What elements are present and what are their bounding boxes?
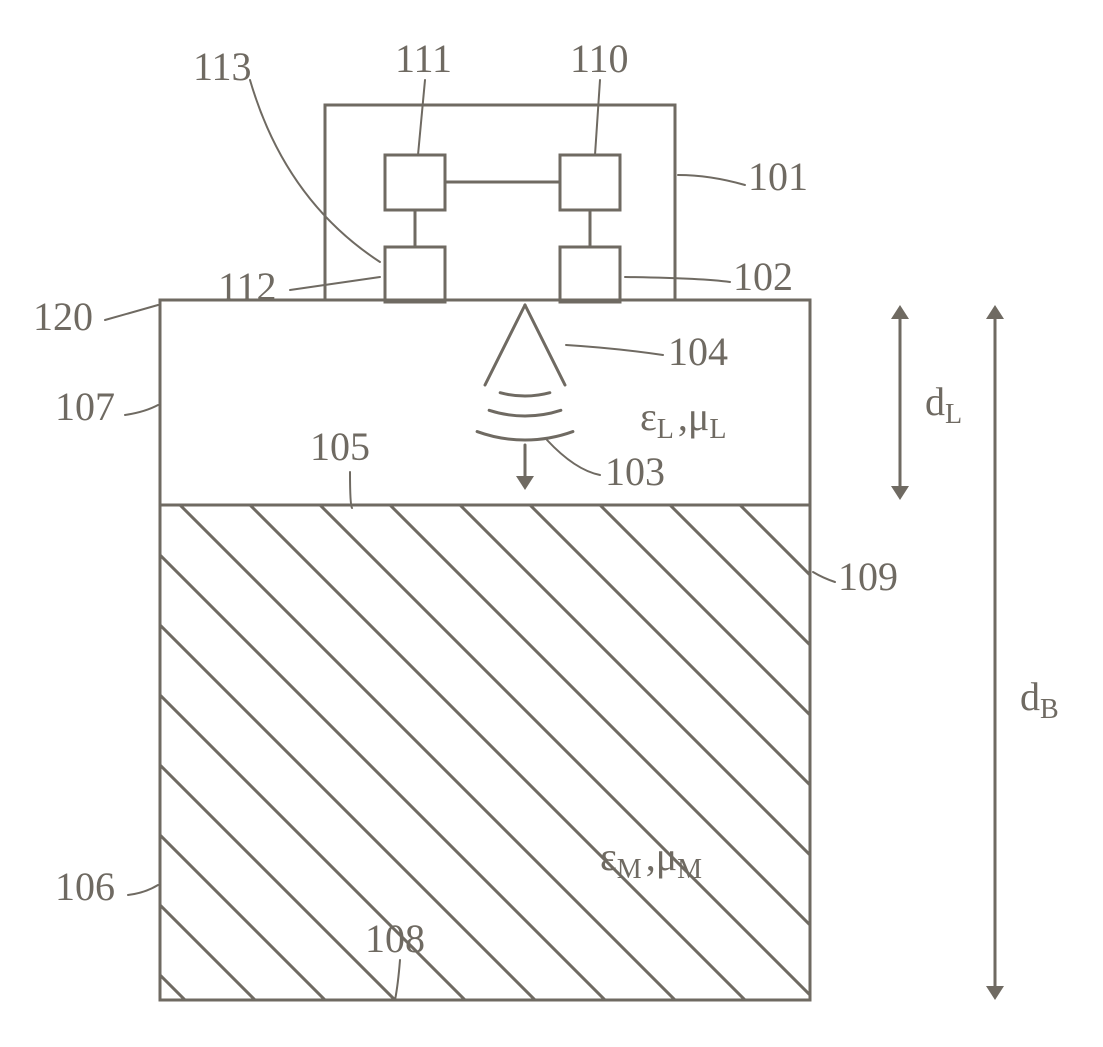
eps-mu-top: εL,μL: [640, 394, 726, 445]
label-l113: 113: [193, 44, 252, 89]
inner-block-b113: [385, 247, 445, 302]
dim-dL: dL: [925, 379, 962, 430]
leader-l105: [350, 472, 352, 508]
inner-block-b102: [560, 247, 620, 302]
leader-l110: [595, 80, 600, 155]
leader-l101: [678, 175, 745, 185]
inner-block-b110: [560, 155, 620, 210]
label-l101: 101: [748, 154, 808, 199]
leader-l103: [547, 440, 600, 475]
label-l109: 109: [838, 554, 898, 599]
svg-text:εL,μL: εL,μL: [640, 394, 726, 445]
label-l103: 103: [605, 449, 665, 494]
label-l107: 107: [55, 384, 115, 429]
label-l111: 111: [395, 36, 452, 81]
wave-arc-1: [489, 410, 561, 416]
leader-l107: [125, 405, 158, 415]
leader-l109: [813, 572, 835, 582]
svg-text:εM,μM: εM,μM: [600, 834, 702, 885]
leader-l111: [418, 80, 425, 155]
label-l105: 105: [310, 424, 370, 469]
antenna-left: [485, 305, 525, 385]
electronics-box: [325, 105, 675, 300]
label-l108: 108: [365, 916, 425, 961]
leader-l113: [250, 80, 380, 262]
label-l102: 102: [733, 254, 793, 299]
label-l104: 104: [668, 329, 728, 374]
container-box: [160, 300, 810, 1000]
label-l110: 110: [570, 36, 629, 81]
leader-l104: [566, 345, 663, 355]
inner-block-b111: [385, 155, 445, 210]
label-l106: 106: [55, 864, 115, 909]
eps-mu-bottom: εM,μM: [600, 834, 702, 885]
leader-l112: [290, 277, 380, 290]
lower-medium-hatch: [0, 0, 1010, 1047]
wave-arc-2: [477, 432, 573, 440]
leader-l120: [105, 305, 158, 320]
leader-l106: [128, 885, 158, 895]
leader-l102: [625, 277, 730, 282]
label-l120: 120: [33, 294, 93, 339]
wave-arc-0: [500, 393, 550, 396]
antenna-right: [525, 305, 565, 385]
dim-dB: dB: [1020, 674, 1059, 725]
leader-l108: [395, 960, 400, 1000]
label-l112: 112: [218, 264, 277, 309]
